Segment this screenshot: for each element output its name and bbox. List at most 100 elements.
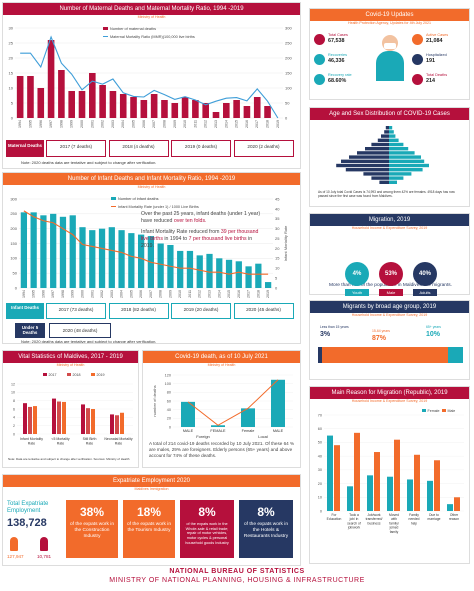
update-value: 67,538 xyxy=(328,38,345,44)
x-tick-label: 1998 xyxy=(59,120,63,128)
x-tick-label: 1999 xyxy=(70,120,74,128)
update-icon xyxy=(412,74,423,85)
age-sex-panel: Age and Sex Distribution of COVID-19 Cas… xyxy=(309,107,470,207)
male-bar xyxy=(336,163,389,168)
infant-subtitle: Ministry of Health xyxy=(137,185,166,190)
line-series xyxy=(20,35,279,119)
footer-line-1: NATIONAL BUREAU OF STATISTICS xyxy=(169,568,305,575)
virus-figure-icon xyxy=(372,31,408,83)
y-tick-label: 20 xyxy=(9,55,14,60)
x-tick-label: 2012 xyxy=(198,290,202,298)
y-tick-label: 6 xyxy=(13,407,15,411)
kpi-pct: 38% xyxy=(79,505,105,519)
x-tick-label: joined xyxy=(389,526,399,530)
legend-label: 2017 xyxy=(49,373,57,377)
expat-kpi-hotels: 8% of the expats work in the Hotels & Res… xyxy=(239,500,293,558)
x-tick-label: 1997 xyxy=(49,120,53,128)
bar xyxy=(140,100,148,118)
bar xyxy=(264,106,271,118)
male-bar xyxy=(385,126,389,130)
infant-text2-end: in 2019. xyxy=(141,236,253,250)
x-tick-label: 2009 xyxy=(173,120,177,128)
x-tick-label: 2001 xyxy=(90,120,94,128)
y-tick-label: 0 xyxy=(13,432,15,436)
maternal-title: Number of Maternal Deaths and Maternal M… xyxy=(3,3,300,16)
x-tick-label: 2001 xyxy=(90,290,94,298)
reason-title: Main Reason for Migration (Republic), 20… xyxy=(310,387,469,400)
update-label: Recovery rate xyxy=(328,73,352,77)
update-label: Total Cases xyxy=(328,33,348,37)
x-tick-label: Job/work xyxy=(367,513,381,517)
bar xyxy=(119,94,127,118)
infant-text2-mid: in 1994 to xyxy=(164,236,188,243)
bar xyxy=(68,91,75,118)
y-tick-label: 30 xyxy=(9,25,14,30)
bar xyxy=(202,103,209,118)
bar xyxy=(223,103,230,118)
age-group-segment xyxy=(448,347,463,363)
infant-note: Note: 2020 deaths data are tentative and… xyxy=(21,339,157,344)
x-tick-label: Education xyxy=(327,517,342,521)
bar xyxy=(233,100,240,118)
bar xyxy=(241,408,255,427)
male-bar xyxy=(349,155,389,159)
y2-tick-label: 250 xyxy=(285,40,292,45)
x-tick-label: MALE xyxy=(273,429,284,433)
bar xyxy=(327,435,333,511)
bar xyxy=(177,250,184,288)
migration-title: Migration, 2019 xyxy=(310,214,469,227)
infant-text1-highlight: over ten folds. xyxy=(173,218,207,225)
x-tick-label: job/ in xyxy=(349,517,359,521)
expat-kpi-wholesale: 8% of the expats work in the Whole-sale &… xyxy=(180,500,234,558)
y-tick-label: 200 xyxy=(10,226,17,231)
bar xyxy=(81,404,85,434)
legend-label: Female xyxy=(428,409,440,413)
bar xyxy=(79,227,86,288)
y-tick-label: 10 xyxy=(11,391,15,395)
update-value: 21,084 xyxy=(426,38,443,44)
x-tick-label: Rate xyxy=(86,442,93,446)
migration-label: Male xyxy=(379,289,403,296)
infant-row-2: Under 5 Deaths 2020 (48 deaths) xyxy=(15,323,115,338)
infant-text2-hl1: 39 per thousand live births xyxy=(141,229,259,243)
mask-icon xyxy=(384,43,396,49)
bar xyxy=(347,486,353,511)
age-group-pct-1: 3% xyxy=(320,331,331,338)
y-tick-label: 15 xyxy=(9,70,14,75)
y2-tick-label: 45 xyxy=(275,196,280,201)
y-tick-label: 20 xyxy=(167,417,171,421)
x-tick-label: 1994 xyxy=(22,290,26,298)
y-tick-label: 10 xyxy=(318,496,322,500)
bar xyxy=(137,234,145,288)
bar xyxy=(235,261,242,288)
update-value: 68.60% xyxy=(328,78,347,84)
x-tick-label: 2006 xyxy=(142,120,146,128)
x-tick-label: 2008 xyxy=(162,120,166,128)
y2-tick-label: 0 xyxy=(275,285,278,290)
y-tick-label: 2 xyxy=(13,424,15,428)
age-group-subtitle: Household Income & Expenditure Survey, 2… xyxy=(351,313,428,318)
age-group-segment xyxy=(318,347,323,363)
age-group-label-1: Less than 15 years xyxy=(320,325,349,329)
x-tick-label: 2008 xyxy=(159,290,163,298)
person-body-icon xyxy=(376,51,404,81)
bar xyxy=(253,97,261,118)
x-tick-label: Female xyxy=(242,429,255,433)
trend-line xyxy=(187,379,279,426)
bar xyxy=(16,76,24,118)
maternal-note: Note: 2020 deaths data are tentative and… xyxy=(21,160,157,165)
bar xyxy=(50,213,57,288)
bar xyxy=(23,403,27,434)
bar xyxy=(394,439,400,511)
x-tick-label: Infant Mortality xyxy=(20,437,43,441)
x-tick-label: 2003 xyxy=(111,120,115,128)
bar xyxy=(334,445,340,511)
y-tick-label: 60 xyxy=(167,399,171,403)
age-group-panel: Migrants by broad age group, 2019 Househ… xyxy=(309,300,470,380)
female-bar xyxy=(389,138,399,142)
bar xyxy=(118,230,125,288)
group-label: Foreign xyxy=(196,434,210,439)
